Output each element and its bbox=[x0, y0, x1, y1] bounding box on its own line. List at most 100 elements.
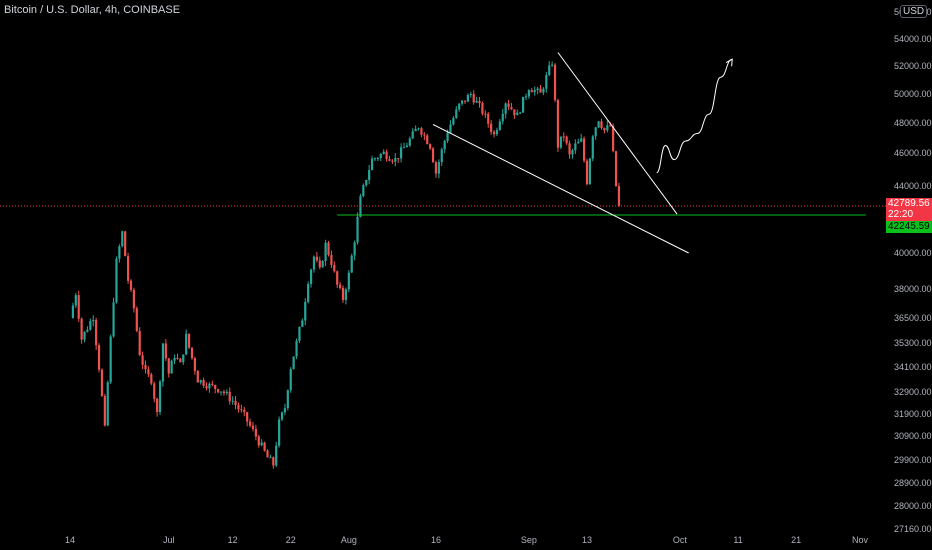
candle-body bbox=[164, 343, 167, 359]
candle-body bbox=[516, 112, 519, 116]
candle-body bbox=[533, 89, 536, 93]
candle-body bbox=[609, 125, 612, 127]
price-tick-label: 35300.00 bbox=[894, 338, 932, 348]
time-tick-label: Sep bbox=[521, 535, 537, 545]
candle-body bbox=[594, 127, 597, 137]
candle-body bbox=[138, 330, 141, 356]
candle-body bbox=[173, 357, 176, 361]
candle-body bbox=[240, 409, 243, 411]
candle-body bbox=[121, 231, 124, 247]
candle-body bbox=[417, 128, 420, 130]
last-price-value: 42789.56 bbox=[888, 198, 930, 209]
candle-body bbox=[301, 320, 304, 327]
candle-body bbox=[397, 158, 400, 160]
candle-body bbox=[571, 150, 574, 155]
candle-body bbox=[539, 88, 542, 93]
candle-body bbox=[603, 127, 606, 131]
candle-body bbox=[440, 149, 443, 163]
candle-body bbox=[89, 321, 92, 330]
price-tick-label: 52000.00 bbox=[894, 61, 932, 71]
projected-path bbox=[656, 58, 733, 174]
candle-body bbox=[423, 134, 426, 136]
candle-body bbox=[437, 162, 440, 174]
bar-countdown: 22:20 bbox=[888, 209, 914, 220]
price-axis[interactable]: 56000.0054000.0052000.0050000.0048000.00… bbox=[894, 7, 932, 534]
candle-body bbox=[170, 360, 173, 374]
candle-body bbox=[327, 242, 330, 255]
lower-trendline bbox=[432, 124, 689, 254]
candle-body bbox=[542, 88, 545, 93]
candle-body bbox=[269, 457, 272, 459]
candle-body bbox=[333, 264, 336, 272]
candle-body bbox=[222, 391, 226, 394]
candle-body bbox=[187, 333, 191, 348]
candle-body bbox=[80, 318, 83, 340]
candle-body bbox=[318, 260, 321, 268]
candle-body bbox=[283, 408, 287, 413]
candle-body bbox=[388, 159, 391, 161]
candle-body bbox=[591, 136, 594, 159]
time-tick-label: Nov bbox=[852, 535, 869, 545]
candle-body bbox=[309, 269, 313, 284]
candle-body bbox=[275, 445, 278, 466]
candle-body bbox=[248, 421, 252, 426]
candle-body bbox=[219, 391, 223, 393]
candle-body bbox=[455, 109, 458, 118]
candle-body bbox=[394, 158, 397, 162]
candle-body bbox=[568, 143, 571, 155]
candle-body bbox=[278, 419, 281, 446]
candle-body bbox=[510, 107, 513, 110]
candle-body bbox=[161, 343, 165, 382]
price-tick-label: 38000.00 bbox=[894, 284, 932, 294]
candle-body bbox=[402, 147, 406, 149]
candle-body bbox=[86, 329, 89, 332]
candle-body bbox=[307, 283, 310, 302]
candle-body bbox=[211, 383, 214, 385]
candle-body bbox=[513, 109, 516, 116]
candle-body bbox=[141, 355, 144, 365]
price-tick-label: 28000.00 bbox=[894, 501, 932, 511]
price-tick-label: 46000.00 bbox=[894, 148, 932, 158]
candle-body bbox=[580, 138, 583, 142]
candle-body bbox=[158, 381, 162, 413]
candle-body bbox=[400, 147, 403, 159]
price-tick-label: 54000.00 bbox=[894, 34, 932, 44]
candle-body bbox=[362, 185, 365, 197]
candle-body bbox=[272, 457, 275, 466]
candle-body bbox=[565, 136, 568, 144]
candle-body bbox=[324, 242, 327, 262]
candle-body bbox=[487, 113, 490, 124]
candle-body bbox=[452, 117, 455, 125]
candle-body bbox=[368, 170, 371, 181]
time-tick-label: 12 bbox=[228, 535, 238, 545]
candle-body bbox=[179, 358, 182, 363]
price-tick-label: 28900.00 bbox=[894, 478, 932, 488]
candle-body bbox=[481, 103, 484, 114]
candle-body bbox=[379, 154, 382, 159]
candle-body bbox=[614, 151, 618, 187]
time-axis[interactable]: 14 Jul 12 22 Aug 16 Sep 13 Oct 11 21 Nov bbox=[65, 535, 869, 545]
candle-body bbox=[463, 100, 467, 102]
currency-button[interactable]: USD bbox=[900, 5, 928, 18]
candle-body bbox=[92, 320, 95, 322]
candle-body bbox=[266, 450, 269, 458]
candle-body bbox=[185, 333, 188, 355]
candle-body bbox=[469, 94, 472, 96]
candle-body bbox=[234, 400, 237, 406]
candle-body bbox=[156, 398, 159, 413]
time-tick-label: Aug bbox=[341, 535, 357, 545]
candle-body bbox=[376, 158, 379, 160]
price-tick-label: 36500.00 bbox=[894, 313, 932, 323]
symbol-title: Bitcoin / U.S. Dollar, 4h, COINBASE bbox=[4, 4, 181, 16]
candle-body bbox=[536, 88, 539, 90]
candle-body bbox=[606, 125, 609, 131]
arrow-head-icon bbox=[725, 58, 733, 67]
time-tick-label: 14 bbox=[65, 535, 75, 545]
upper-trendline bbox=[557, 52, 678, 215]
candle-body bbox=[449, 124, 452, 133]
candle-body bbox=[280, 412, 284, 420]
candle-body bbox=[286, 390, 289, 409]
time-tick-label: 13 bbox=[582, 535, 592, 545]
candle-body bbox=[103, 396, 106, 426]
